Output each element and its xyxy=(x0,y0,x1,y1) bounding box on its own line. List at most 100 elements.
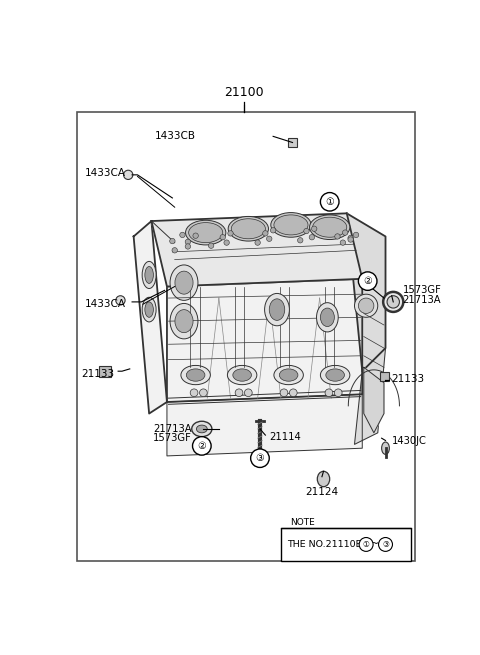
Ellipse shape xyxy=(192,421,212,437)
Circle shape xyxy=(348,237,353,242)
Circle shape xyxy=(340,240,346,246)
Text: 21114: 21114 xyxy=(269,432,301,441)
Circle shape xyxy=(263,231,268,236)
Polygon shape xyxy=(133,221,167,413)
Ellipse shape xyxy=(355,294,378,317)
Text: ~: ~ xyxy=(372,540,380,550)
Ellipse shape xyxy=(181,365,210,384)
Circle shape xyxy=(228,231,233,236)
Ellipse shape xyxy=(233,369,252,381)
Circle shape xyxy=(359,272,377,290)
Text: ②: ② xyxy=(197,441,206,451)
Text: ①: ① xyxy=(325,196,334,207)
Bar xyxy=(77,112,415,561)
Circle shape xyxy=(335,234,340,239)
Polygon shape xyxy=(152,214,362,286)
Circle shape xyxy=(321,193,339,211)
Circle shape xyxy=(379,538,393,552)
Circle shape xyxy=(200,389,207,397)
Circle shape xyxy=(298,238,303,243)
Bar xyxy=(99,365,111,377)
Ellipse shape xyxy=(317,472,330,487)
Text: 1573GF: 1573GF xyxy=(403,286,442,295)
Circle shape xyxy=(180,233,185,238)
Circle shape xyxy=(280,389,288,397)
Circle shape xyxy=(169,238,175,244)
Ellipse shape xyxy=(316,303,338,332)
Polygon shape xyxy=(167,394,362,456)
Circle shape xyxy=(309,234,314,240)
Text: 21713A: 21713A xyxy=(153,424,192,434)
Ellipse shape xyxy=(271,213,311,237)
Text: ②: ② xyxy=(363,276,372,286)
Bar xyxy=(380,372,389,381)
Circle shape xyxy=(123,170,133,179)
Circle shape xyxy=(192,437,211,455)
Ellipse shape xyxy=(170,303,198,339)
Ellipse shape xyxy=(145,302,154,317)
Circle shape xyxy=(270,227,276,233)
Ellipse shape xyxy=(186,220,226,245)
Circle shape xyxy=(312,226,317,231)
Ellipse shape xyxy=(359,298,374,314)
Ellipse shape xyxy=(321,365,350,384)
Ellipse shape xyxy=(231,219,265,239)
Circle shape xyxy=(193,233,198,238)
Text: 21100: 21100 xyxy=(224,86,264,100)
Text: ③: ③ xyxy=(382,540,389,549)
Circle shape xyxy=(172,248,178,253)
Circle shape xyxy=(185,239,191,244)
Circle shape xyxy=(208,243,214,248)
Ellipse shape xyxy=(175,271,193,294)
Circle shape xyxy=(266,236,272,242)
Circle shape xyxy=(255,240,260,246)
Ellipse shape xyxy=(170,265,198,301)
Circle shape xyxy=(353,233,359,238)
Ellipse shape xyxy=(310,215,350,240)
Text: 21133: 21133 xyxy=(392,374,425,384)
Ellipse shape xyxy=(326,369,345,381)
Bar xyxy=(281,527,411,561)
Circle shape xyxy=(251,449,269,468)
Polygon shape xyxy=(364,367,384,433)
Text: 1433CA: 1433CA xyxy=(85,168,126,178)
Bar xyxy=(288,138,297,147)
Ellipse shape xyxy=(279,369,298,381)
Circle shape xyxy=(190,389,198,397)
Circle shape xyxy=(185,244,191,249)
Ellipse shape xyxy=(142,261,156,288)
Ellipse shape xyxy=(321,308,335,327)
Polygon shape xyxy=(167,279,362,402)
Ellipse shape xyxy=(186,369,205,381)
Circle shape xyxy=(224,240,229,246)
Ellipse shape xyxy=(175,310,193,333)
Ellipse shape xyxy=(228,365,257,384)
Circle shape xyxy=(116,296,125,305)
Ellipse shape xyxy=(189,223,223,242)
Ellipse shape xyxy=(274,215,308,235)
Text: 21713A: 21713A xyxy=(403,295,441,305)
Text: THE NO.21110B :: THE NO.21110B : xyxy=(287,540,372,549)
Ellipse shape xyxy=(383,292,403,312)
Circle shape xyxy=(244,389,252,397)
Circle shape xyxy=(235,389,243,397)
Text: 21133: 21133 xyxy=(82,369,115,379)
Circle shape xyxy=(359,538,373,552)
Ellipse shape xyxy=(264,293,289,326)
Text: 1573GF: 1573GF xyxy=(153,433,192,443)
Text: 1433CA: 1433CA xyxy=(85,299,126,309)
Circle shape xyxy=(335,389,342,397)
Ellipse shape xyxy=(382,442,389,455)
Polygon shape xyxy=(347,214,385,371)
Text: 21124: 21124 xyxy=(305,487,338,497)
Ellipse shape xyxy=(228,216,268,241)
Ellipse shape xyxy=(145,267,154,284)
Text: NOTE: NOTE xyxy=(290,517,315,527)
Ellipse shape xyxy=(312,217,347,237)
Circle shape xyxy=(348,235,353,240)
Text: ①: ① xyxy=(363,540,370,549)
Ellipse shape xyxy=(196,425,207,433)
Polygon shape xyxy=(355,348,385,444)
Ellipse shape xyxy=(142,297,156,322)
Circle shape xyxy=(289,389,297,397)
